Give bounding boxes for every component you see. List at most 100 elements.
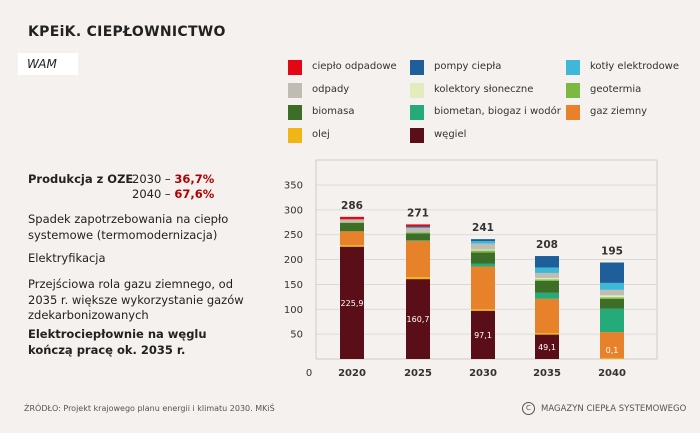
bar-segment xyxy=(600,262,624,283)
bar-segment xyxy=(406,224,430,227)
bar-segment xyxy=(535,298,559,334)
legend-swatch xyxy=(566,83,580,98)
y-tick-label: 250 xyxy=(284,230,303,241)
bar-segment xyxy=(535,267,559,273)
bar-total-label: 286 xyxy=(341,200,363,212)
oze-2030-value-row: 2030 – 36,7% xyxy=(132,172,214,186)
bar-segment xyxy=(471,250,495,253)
legend-label: ciepło odpadowe xyxy=(312,61,397,72)
bar-segment xyxy=(535,280,559,293)
bar-segment xyxy=(340,245,364,247)
legend-swatch xyxy=(288,128,302,143)
bar-segment xyxy=(600,289,624,296)
bar-segment xyxy=(471,249,495,251)
legend-label: geotermia xyxy=(590,84,642,95)
bar-total-label: 195 xyxy=(601,246,623,258)
legend-swatch xyxy=(566,60,580,75)
bar-segment xyxy=(471,309,495,311)
bar-segment xyxy=(535,256,559,268)
coal-value-label: 160,7 xyxy=(407,315,430,324)
bar-segment xyxy=(535,279,559,281)
bar-segment xyxy=(406,240,430,241)
y-tick-label: 150 xyxy=(284,280,303,291)
bar-segment xyxy=(535,333,559,335)
bar-total-label: 271 xyxy=(407,207,429,219)
bar-segment xyxy=(600,357,624,359)
y-tick-label: 100 xyxy=(284,305,303,316)
bar-segment xyxy=(471,243,495,250)
bar-segment xyxy=(600,298,624,309)
legend-label: biometan, biogaz i wodór xyxy=(434,106,561,117)
bar-segment xyxy=(340,246,364,359)
x-origin-label: 0 xyxy=(306,368,312,379)
oze-production-row-2030: Produkcja z OZE xyxy=(28,172,133,186)
bar-segment xyxy=(600,297,624,299)
demand-decline-text: Spadek zapotrzebowania na ciepło systemo… xyxy=(28,212,229,242)
bar-segment xyxy=(406,227,430,228)
coal-value-label: 97,1 xyxy=(474,331,492,340)
bar-segment xyxy=(471,252,495,264)
oze-2030-value: 36,7% xyxy=(174,172,215,186)
page-title: KPEiK. CIEPŁOWNICTWO xyxy=(28,24,226,40)
bar-segment xyxy=(471,239,495,242)
y-tick-label: 50 xyxy=(290,330,303,341)
bar-segment xyxy=(406,277,430,280)
y-tick-label: 350 xyxy=(284,181,303,192)
gas-role-text: Przejściowa rola gazu ziemnego, od 2035 … xyxy=(28,277,244,322)
bar-segment xyxy=(471,266,495,310)
bar-segment xyxy=(340,216,364,220)
bar-segment xyxy=(340,222,364,232)
bar-segment xyxy=(340,231,364,246)
legend-swatch xyxy=(410,128,424,143)
x-tick-label: 2035 xyxy=(533,368,561,379)
legend-label: pompy ciepła xyxy=(434,61,502,72)
oze-production-label: Produkcja z OZE xyxy=(28,172,134,186)
bar-segment xyxy=(406,279,430,359)
y-tick-label: 300 xyxy=(284,205,303,216)
coal-value-label: 0,1 xyxy=(606,346,619,355)
coal-value-label: 49,1 xyxy=(538,343,556,352)
x-tick-label: 2020 xyxy=(338,368,366,379)
bar-segment xyxy=(535,277,559,280)
bar-segment xyxy=(406,233,430,241)
bar-total-label: 208 xyxy=(536,239,558,251)
bar-segment xyxy=(406,227,430,233)
bar-segment xyxy=(600,308,624,333)
oze-2040-value-row: 2040 – 67,6% xyxy=(132,187,214,201)
publisher-name: MAGAZYN CIEPŁA SYSTEMOWEGO xyxy=(541,404,687,414)
bar-segment xyxy=(600,282,624,290)
legend-label: olej xyxy=(312,129,330,140)
publisher-credit: C MAGAZYN CIEPŁA SYSTEMOWEGO xyxy=(522,402,686,415)
oze-2040-year: 2040 – xyxy=(132,187,171,201)
legend-label: gaz ziemny xyxy=(590,106,648,117)
bar-segment xyxy=(406,240,430,278)
oze-2030-year: 2030 – xyxy=(132,172,171,186)
coal-value-label: 225,9 xyxy=(341,299,364,308)
bar-segment xyxy=(406,226,430,228)
legend-swatch xyxy=(566,105,580,120)
legend-label: odpady xyxy=(312,84,350,95)
legend-swatch xyxy=(288,83,302,98)
source-note: ŹRÓDŁO: Projekt krajowego planu energii … xyxy=(24,404,275,413)
bar-segment xyxy=(340,219,364,223)
legend-label: węgiel xyxy=(434,129,467,140)
bar-segment xyxy=(340,222,364,223)
y-tick-label: 200 xyxy=(284,255,303,266)
copyright-icon: C xyxy=(522,402,535,415)
legend-swatch xyxy=(410,105,424,120)
legend-label: kolektory słoneczne xyxy=(434,84,534,95)
bar-segment xyxy=(600,332,624,358)
bar-segment xyxy=(535,272,559,278)
bar-segment xyxy=(406,232,430,234)
scenario-box xyxy=(18,53,78,75)
bar-segment xyxy=(535,334,559,359)
legend-label: kotły elektrodowe xyxy=(590,61,680,72)
bar-segment xyxy=(471,310,495,359)
bar-segment xyxy=(535,292,559,299)
legend-swatch xyxy=(410,60,424,75)
bar-total-label: 241 xyxy=(472,222,494,234)
coal-chp-text: Elektrociepłownie na węglu kończą pracę … xyxy=(28,327,207,357)
scenario-label: WAM xyxy=(27,57,57,71)
electrification-text: Elektryfikacja xyxy=(28,251,106,265)
